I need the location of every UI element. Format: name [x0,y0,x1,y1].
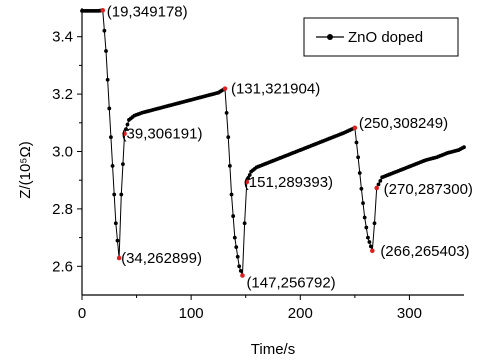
highlight-point [122,131,127,137]
point-annotation: (266,265403) [380,243,469,260]
data-point [104,49,108,53]
y-tick-label: 3.2 [52,86,73,103]
data-point [235,254,240,259]
point-annotation: (270,287300) [384,181,473,198]
data-point [110,163,115,168]
data-point [361,201,365,206]
data-point [378,178,383,183]
data-point [366,235,370,240]
legend: ZnO doped [303,17,459,57]
data-point [368,244,373,249]
highlight-point [370,248,375,254]
point-annotation: (151,289393) [244,174,333,191]
x-tick-label: 100 [179,305,204,322]
data-point [224,110,229,115]
data-point [242,221,247,226]
highlight-point [244,179,250,185]
data-point [234,245,239,250]
annotations: (19,349178) (34,262899) (39,306191) (131,32… [107,3,473,291]
legend-label: ZnO doped [348,29,423,46]
point-annotation: (131,321904) [231,81,320,98]
x-tick-label: 300 [397,305,422,322]
highlight-point [222,86,228,91]
x-axis-label: Time/s [251,341,295,358]
y-tick-label: 2.6 [52,258,73,275]
data-point [227,163,232,168]
point-annotation: (19,349178) [107,3,188,20]
data-point [237,264,242,269]
highlight-point [240,273,245,278]
point-annotation: (147,256792) [246,275,335,292]
data-point [229,192,234,197]
y-axis-label: Z/(10⁵Ω) [17,141,34,198]
highlight-point [374,185,379,191]
highlight-point [100,8,106,13]
point-annotation: (34,262899) [121,250,202,267]
data-point [113,221,118,226]
data-point [462,145,466,150]
series-points [80,8,466,278]
data-point [109,135,113,140]
x-tick-label: 0 [78,305,86,322]
data-point [226,135,231,140]
data-point [238,269,243,273]
ticks: 0 100 200 300 2.6 2.8 3.0 3.2 3.4 [52,29,422,322]
data-point [102,28,107,33]
data-point [246,176,251,181]
data-point [112,192,117,197]
data-point [231,214,236,218]
data-point [107,106,112,111]
data-point [372,221,377,226]
data-point [119,192,124,197]
data-point [356,155,361,160]
legend-marker [327,34,333,40]
highlight-points [100,8,379,278]
y-tick-label: 3.0 [52,144,73,161]
data-point [247,173,252,177]
highlight-point [116,255,122,261]
data-point [367,240,372,244]
data-point [124,127,128,132]
data-point [359,186,364,191]
point-annotation: (250,308249) [359,115,448,132]
data-point [364,225,369,230]
data-point [115,238,120,243]
point-annotation: (39,306191) [122,126,203,143]
data-point [357,171,362,175]
data-point [354,140,359,145]
data-point [362,215,367,220]
data-point [121,162,125,167]
data-point [232,235,237,240]
highlight-point [352,125,358,131]
x-tick-label: 200 [288,305,313,322]
data-point [376,182,381,187]
data-point [125,122,130,127]
y-tick-label: 2.8 [52,201,73,218]
data-point [105,77,110,82]
y-tick-label: 3.4 [52,29,73,46]
